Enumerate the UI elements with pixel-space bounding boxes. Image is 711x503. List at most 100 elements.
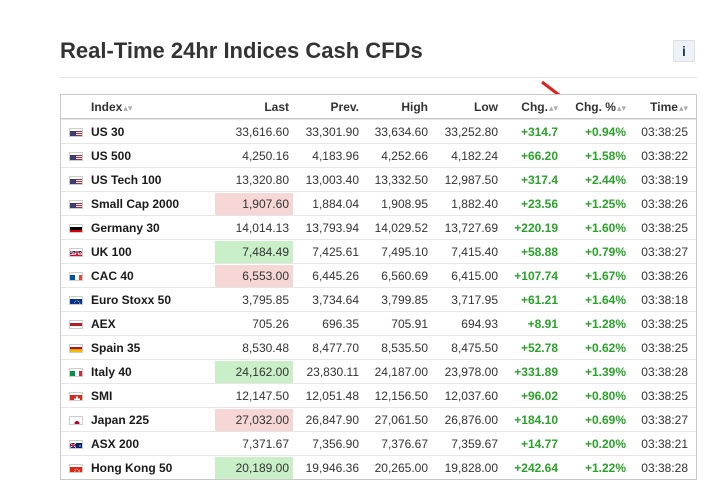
- table-row[interactable]: US 500 4,250.16 4,183.96 4,252.66 4,182.24 +6…: [61, 143, 696, 167]
- index-name-link[interactable]: UK 100: [91, 244, 132, 259]
- change-value: +96.02: [520, 388, 558, 403]
- header-high[interactable]: High: [401, 99, 428, 114]
- time-value: 03:38:25: [641, 220, 688, 235]
- time-value: 03:38:28: [641, 364, 688, 379]
- change-value: +14.77: [520, 436, 558, 451]
- high-value: 6,560.69: [381, 268, 428, 283]
- change-percent: +0.69%: [584, 412, 626, 427]
- table-row[interactable]: Spain 35 8,530.48 8,477.70 8,535.50 8,475.50…: [61, 335, 696, 359]
- table-row[interactable]: Small Cap 2000 1,907.60 1,884.04 1,908.95 1,…: [61, 191, 696, 215]
- header-last[interactable]: Last: [264, 99, 289, 114]
- prev-value: 13,793.94: [305, 220, 359, 235]
- table-row[interactable]: US 30 33,616.60 33,301.90 33,634.60 33,252.8…: [61, 119, 696, 143]
- table-row[interactable]: Hong Kong 50 20,189.00 19,946.36 20,265.00 1…: [61, 455, 696, 479]
- low-value: 7,415.40: [451, 244, 498, 259]
- de-flag-icon: [69, 223, 83, 233]
- prev-value: 12,051.48: [305, 388, 359, 403]
- high-value: 20,265.00: [374, 460, 428, 475]
- table-row[interactable]: Japan 225 27,032.00 26,847.90 27,061.50 26,8…: [61, 407, 696, 431]
- index-name-link[interactable]: US 500: [91, 148, 132, 163]
- header-chg[interactable]: Chg.▴▾: [521, 99, 558, 114]
- change-value: +107.74: [514, 268, 558, 283]
- time-value: 03:38:25: [641, 388, 688, 403]
- header-time[interactable]: Time▴▾: [650, 99, 688, 114]
- index-name-link[interactable]: SMI: [91, 388, 113, 403]
- time-value: 03:38:25: [641, 316, 688, 331]
- index-name-link[interactable]: Small Cap 2000: [91, 196, 180, 211]
- high-value: 705.91: [391, 316, 428, 331]
- time-value: 03:38:22: [641, 148, 688, 163]
- last-value: 24,162.00: [215, 360, 293, 383]
- hk-flag-icon: [69, 463, 83, 473]
- change-value: +220.19: [514, 220, 558, 235]
- table-row[interactable]: US Tech 100 13,320.80 13,003.40 13,332.50 12…: [61, 167, 696, 191]
- title-divider: [60, 77, 697, 78]
- change-percent: +1.22%: [584, 460, 626, 475]
- table-row[interactable]: SMI 12,147.50 12,051.48 12,156.50 12,037.60 +…: [61, 383, 696, 407]
- high-value: 12,156.50: [374, 388, 428, 403]
- time-value: 03:38:25: [641, 340, 688, 355]
- index-name-link[interactable]: Japan 225: [91, 412, 150, 427]
- prev-value: 33,301.90: [305, 124, 359, 139]
- last-value: 13,320.80: [235, 172, 289, 187]
- high-value: 3,799.85: [381, 292, 428, 307]
- table-row[interactable]: Germany 30 14,014.13 13,793.94 14,029.52 13,…: [61, 215, 696, 239]
- low-value: 12,987.50: [444, 172, 498, 187]
- prev-value: 7,356.90: [312, 436, 359, 451]
- uk-flag-icon: [69, 247, 83, 257]
- change-percent: +1.58%: [584, 148, 626, 163]
- last-value: 27,032.00: [215, 408, 293, 431]
- table-row[interactable]: Euro Stoxx 50 3,795.85 3,734.64 3,799.85 3,7…: [61, 287, 696, 311]
- fr-flag-icon: [69, 271, 83, 281]
- prev-value: 8,477.70: [312, 340, 359, 355]
- table-row[interactable]: Italy 40 24,162.00 23,830.11 24,187.00 23,97…: [61, 359, 696, 383]
- change-value: +314.7: [520, 124, 558, 139]
- sort-icon: ▴▾: [123, 102, 133, 113]
- sort-icon: ▴▾: [548, 102, 558, 113]
- us-flag-icon: [69, 127, 83, 137]
- time-value: 03:38:27: [641, 412, 688, 427]
- info-button[interactable]: i: [673, 40, 695, 62]
- table-row[interactable]: UK 100 7,484.49 7,425.61 7,495.10 7,415.40 +5…: [61, 239, 696, 263]
- au-flag-icon: [69, 439, 83, 449]
- page-title: Real-Time 24hr Indices Cash CFDs: [60, 38, 423, 63]
- prev-value: 696.35: [322, 316, 359, 331]
- index-name-link[interactable]: Spain 35: [91, 340, 141, 355]
- change-percent: +0.94%: [584, 124, 626, 139]
- header-index[interactable]: Index▴▾: [91, 99, 133, 114]
- table-header: Index▴▾ Last Prev. High Low Chg.▴▾ Chg. …: [61, 95, 696, 119]
- last-value: 3,795.85: [242, 292, 289, 307]
- last-value: 6,553.00: [215, 264, 293, 287]
- index-name-link[interactable]: ASX 200: [91, 436, 140, 451]
- index-name-link[interactable]: Germany 30: [91, 220, 160, 235]
- index-name-link[interactable]: Italy 40: [91, 364, 132, 379]
- index-name-link[interactable]: US 30: [91, 124, 125, 139]
- header-prev[interactable]: Prev.: [330, 99, 359, 114]
- index-name-link[interactable]: Euro Stoxx 50: [91, 292, 172, 307]
- prev-value: 26,847.90: [305, 412, 359, 427]
- low-value: 694.93: [461, 316, 498, 331]
- last-value: 12,147.50: [235, 388, 289, 403]
- header-pct[interactable]: Chg. %▴▾: [575, 99, 626, 114]
- table-row[interactable]: CAC 40 6,553.00 6,445.26 6,560.69 6,415.00 +1…: [61, 263, 696, 287]
- index-name-link[interactable]: US Tech 100: [91, 172, 162, 187]
- sort-icon: ▴▾: [616, 102, 626, 113]
- change-value: +331.89: [514, 364, 558, 379]
- change-value: +52.78: [520, 340, 558, 355]
- change-percent: +1.39%: [584, 364, 626, 379]
- table-row[interactable]: AEX 705.26 696.35 705.91 694.93 +8.91 +1.28% 03…: [61, 311, 696, 335]
- index-name-link[interactable]: AEX: [91, 316, 116, 331]
- low-value: 1,882.40: [451, 196, 498, 211]
- low-value: 7,359.67: [451, 436, 498, 451]
- table-row[interactable]: ASX 200 7,371.67 7,356.90 7,376.67 7,359.67 +…: [61, 431, 696, 455]
- time-value: 03:38:26: [641, 196, 688, 211]
- high-value: 24,187.00: [374, 364, 428, 379]
- low-value: 12,037.60: [444, 388, 498, 403]
- high-value: 7,495.10: [381, 244, 428, 259]
- header-low[interactable]: Low: [474, 99, 498, 114]
- it-flag-icon: [69, 367, 83, 377]
- prev-value: 19,946.36: [305, 460, 359, 475]
- index-name-link[interactable]: Hong Kong 50: [91, 460, 173, 475]
- index-name-link[interactable]: CAC 40: [91, 268, 134, 283]
- last-value: 1,907.60: [215, 192, 293, 215]
